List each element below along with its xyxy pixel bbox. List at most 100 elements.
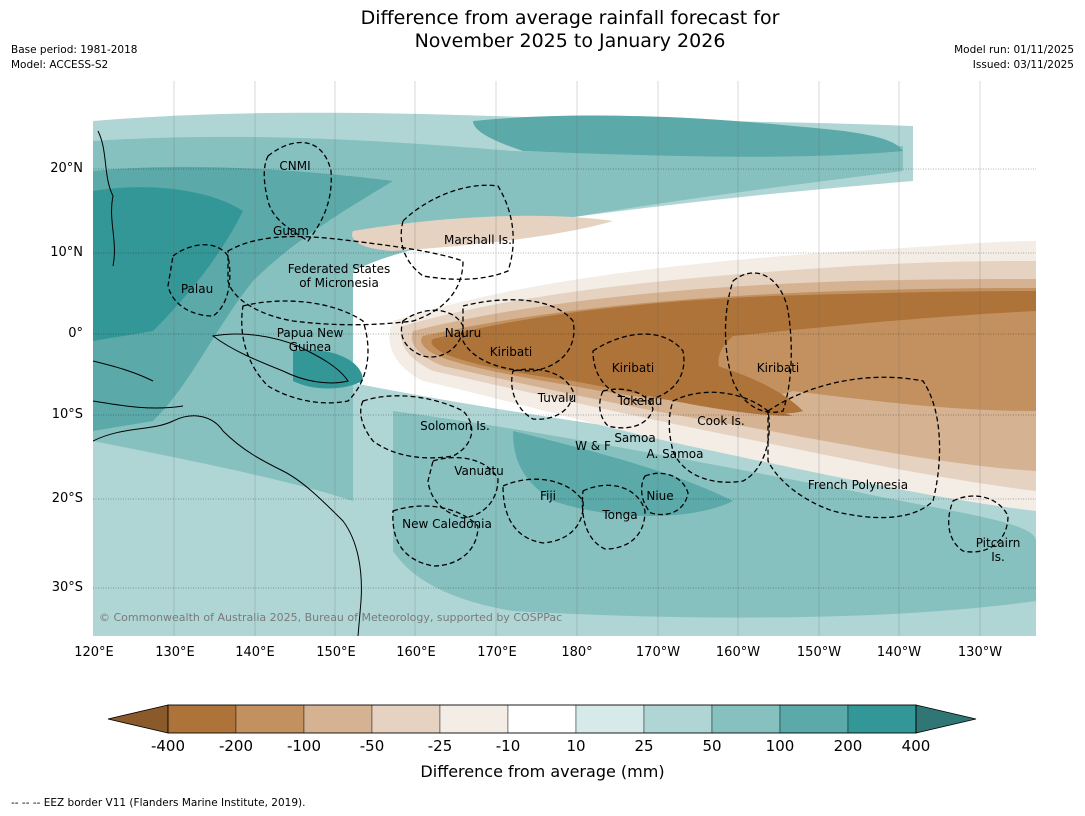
eez-kiribati-gilbert [462, 299, 575, 372]
label-fsm-1: Federated States [288, 262, 390, 276]
label-newcal: New Caledonia [402, 517, 492, 531]
label-png-1: Papua New [277, 326, 344, 340]
label-png-2: Guinea [289, 340, 332, 354]
label-cook: Cook Is. [697, 414, 744, 428]
colorbar-bin-8 [711, 704, 781, 734]
colorbar-bin-0 [167, 704, 237, 734]
colorbar-bin-1 [235, 704, 305, 734]
label-tokelau: Tokelau [617, 394, 663, 408]
lon-label-140w: 140°W [876, 645, 922, 660]
eez-kiribati-phoenix [592, 333, 685, 402]
meta-left: Base period: 1981-2018 Model: ACCESS-S2 [11, 43, 137, 73]
cb-tick-10: 200 [833, 737, 863, 755]
label-vanuatu: Vanuatu [454, 464, 504, 478]
lon-label-170w: 170°W [635, 645, 681, 660]
label-marshall: Marshall Is. [444, 233, 512, 247]
meta-right: Model run: 01/11/2025 Issued: 03/11/2025 [954, 43, 1074, 73]
cb-tick-9: 100 [765, 737, 795, 755]
label-cnmi: CNMI [279, 159, 310, 173]
wet-zone-strong-ne [473, 115, 903, 157]
copyright-note: © Commonwealth of Australia 2025, Bureau… [99, 611, 562, 624]
lat-label-30s: 30°S [51, 580, 83, 595]
colorbar-over-arrow [915, 704, 977, 734]
colorbar-bin-5 [507, 704, 577, 734]
eez-fsm [227, 235, 464, 326]
label-kiribati-west: Kiribati [490, 345, 532, 359]
lon-label-130w: 130°W [957, 645, 1003, 660]
lat-label-10n: 10°N [50, 245, 83, 260]
label-solomon: Solomon Is. [420, 419, 490, 433]
eez-vanuatu [427, 457, 499, 519]
colorbar-under-arrow [107, 704, 169, 734]
lon-label-180: 180° [561, 645, 593, 660]
cb-tick-3: -50 [359, 737, 385, 755]
philippines-outline [97, 130, 115, 267]
base-period: Base period: 1981-2018 [11, 44, 138, 56]
colorbar-frame [167, 704, 917, 734]
lon-label-170e: 170°E [477, 645, 517, 660]
label-kiribati-east: Kiribati [757, 361, 799, 375]
eez-png [241, 300, 369, 404]
lon-label-130e: 130°E [155, 645, 195, 660]
cb-tick-6: 10 [566, 737, 586, 755]
label-wf: W & F [575, 439, 611, 453]
eez-solomon [360, 395, 473, 459]
rainfall-map: CNMI Guam Marshall Is. Federated States … [93, 81, 1036, 636]
lon-label-150e: 150°E [316, 645, 356, 660]
lat-label-10s: 10°S [51, 407, 83, 422]
label-fsm-2: of Micronesia [299, 276, 379, 290]
model-name: Model: ACCESS-S2 [11, 59, 109, 71]
wet-zone-strong-spcz [513, 431, 733, 516]
eez-tokelau [599, 388, 654, 429]
graticule [93, 168, 1036, 589]
label-kiribati-central: Kiribati [612, 361, 654, 375]
model-run: Model run: 01/11/2025 [954, 44, 1074, 56]
colorbar-bin-7 [643, 704, 713, 734]
label-pitcairn-1: Pitcairn [976, 536, 1021, 550]
lon-label-140e: 140°E [235, 645, 275, 660]
title-line-1: Difference from average rainfall forecas… [360, 7, 780, 29]
cb-tick-0: -400 [150, 737, 186, 755]
dry-zone-north-light [352, 215, 613, 251]
eez-tonga [581, 484, 646, 550]
colorbar-bin-2 [303, 704, 373, 734]
eez-borders [167, 141, 1009, 567]
lon-label-160e: 160°E [396, 645, 436, 660]
cb-tick-2: -100 [286, 737, 322, 755]
colorbar [107, 704, 977, 734]
colorbar-bin-3 [371, 704, 441, 734]
colorbar-title: Difference from average (mm) [420, 762, 665, 781]
issued-date: Issued: 03/11/2025 [972, 59, 1074, 71]
colorbar-bin-9 [779, 704, 849, 734]
eez-cnmi [263, 141, 332, 242]
lon-label-150w: 150°W [796, 645, 842, 660]
cb-tick-4: -25 [427, 737, 453, 755]
eez-pitcairn [948, 495, 1009, 553]
lat-label-0: 0° [68, 326, 83, 341]
label-tonga: Tonga [601, 508, 637, 522]
meridians [173, 81, 981, 636]
cb-tick-7: 25 [634, 737, 654, 755]
cb-tick-5: -10 [495, 737, 521, 755]
new-guinea-outline [211, 333, 349, 384]
cb-tick-1: -200 [218, 737, 254, 755]
label-samoa: Samoa [614, 431, 655, 445]
label-asamoa: A. Samoa [647, 447, 704, 461]
wet-zone-very-strong-png [293, 350, 363, 389]
lat-label-20n: 20°N [50, 161, 83, 176]
label-guam: Guam [273, 224, 309, 238]
cb-tick-8: 50 [702, 737, 722, 755]
label-palau: Palau [181, 282, 213, 296]
eez-footnote: -- -- -- EEZ border V11 (Flanders Marine… [11, 797, 306, 809]
australia-outline [93, 415, 362, 636]
eez-tuvalu [511, 368, 574, 420]
colorbar-bin-6 [575, 704, 645, 734]
label-tuvalu: Tuvalu [537, 391, 577, 405]
dry-zone-very-strong-east [651, 351, 803, 415]
eez-kiribati-line [724, 272, 792, 413]
colorbar-bin-4 [439, 704, 509, 734]
eez-newcal [392, 505, 479, 567]
label-pitcairn-2: Is. [991, 550, 1005, 564]
label-frpoly: French Polynesia [808, 478, 908, 492]
title-line-2: November 2025 to January 2026 [414, 30, 726, 52]
